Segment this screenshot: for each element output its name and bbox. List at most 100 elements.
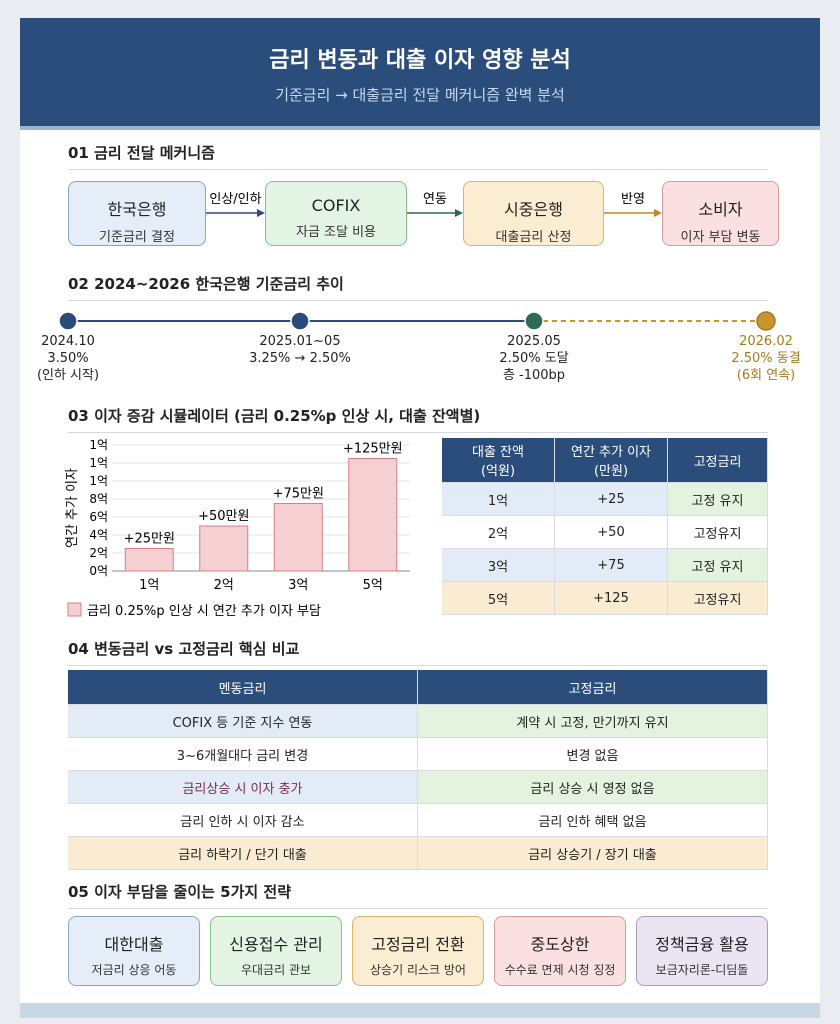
- y-tick-label: 1억: [89, 474, 108, 488]
- value-label: +50만원: [198, 509, 249, 524]
- table-header: 고정금리: [668, 438, 768, 483]
- subtitle: 기준금리 → 대출금리 전달 메커니즘 완벽 분석: [275, 86, 565, 104]
- timeline-label: 2026.02: [739, 334, 793, 349]
- node-label: COFIX: [311, 196, 361, 215]
- x-tick-label: 2억: [214, 578, 234, 593]
- table-cell: 고정 유지: [668, 483, 768, 516]
- strategy-card: 대한대출 저금리 상응 어동: [68, 916, 200, 986]
- table-cell: 3억: [442, 549, 555, 582]
- node-sub: 이자 부담 변동: [680, 230, 761, 245]
- y-tick-label: 6억: [89, 510, 108, 524]
- bar: [348, 458, 398, 572]
- header-text: (억원): [480, 464, 516, 479]
- flow-node: COFIX 자금 조달 비용: [265, 181, 407, 246]
- table-cell: 고정 유지: [668, 549, 768, 582]
- table-cell: 금리 하락기 / 단기 대출: [68, 837, 418, 870]
- section-title: 05 이자 부담을 줄이는 5가지 전략: [68, 881, 768, 909]
- table-cell: 금리 인하 시 이자 감소: [68, 804, 418, 837]
- edge-label: 인상/인하: [209, 192, 261, 207]
- card-label: 신용접수 관리: [229, 935, 323, 954]
- node-label: 소비자: [698, 200, 743, 219]
- card-sub: 우대금리 관보: [240, 963, 312, 977]
- node-sub: 자금 조달 비용: [295, 225, 377, 240]
- node-sub: 대출금리 산정: [495, 230, 572, 245]
- edge-label: 반영: [621, 192, 645, 207]
- table-header: 고정금리: [418, 670, 768, 705]
- timeline-dot: [58, 311, 78, 331]
- table-cell: 금리상승 시 이자 충가: [68, 771, 418, 804]
- value-label: +75만원: [273, 487, 324, 502]
- table-cell: +125: [555, 582, 668, 615]
- table-cell: COFIX 등 기준 지수 연동: [68, 705, 418, 738]
- card-label: 정책금융 활용: [655, 935, 749, 954]
- timeline-label: 층 -100bp: [503, 368, 565, 383]
- table-header: 대출 잔액 (억원): [442, 438, 555, 483]
- timeline-dot: [290, 311, 310, 331]
- y-tick-label: 8억: [89, 492, 108, 506]
- table-cell: 2억: [442, 516, 555, 549]
- y-tick-label: 4억: [89, 528, 108, 542]
- table-cell: 1억: [442, 483, 555, 516]
- node-sub: 기준금리 결정: [99, 230, 175, 245]
- title: 금리 변동과 대출 이자 영향 분석: [269, 48, 571, 73]
- x-tick-label: 5억: [363, 578, 383, 593]
- y-tick-label: 2억: [89, 546, 108, 560]
- legend-label: 금리 0.25%p 인상 시 연간 추가 이자 부담: [87, 604, 321, 619]
- table-cell: +25: [555, 483, 668, 516]
- card-sub: 수수료 면제 시청 징정: [504, 963, 616, 977]
- table-cell: +75: [555, 549, 668, 582]
- x-tick-label: 1억: [139, 578, 159, 593]
- table-cell: 계약 시 고정, 만기까지 유지: [418, 705, 768, 738]
- bar: [124, 548, 174, 572]
- card-sub: 상승기 리스크 방어: [370, 963, 466, 977]
- timeline-label: 3.25% → 2.50%: [249, 351, 351, 366]
- header-text: 대출 잔액: [472, 445, 524, 460]
- y-tick-label: 0억: [89, 564, 108, 578]
- table-cell: 3~6개월대다 금리 변경: [68, 738, 418, 771]
- timeline-label: 2025.05: [507, 334, 561, 349]
- table-cell: 고정유지: [668, 582, 768, 615]
- timeline-dot: [524, 311, 544, 331]
- table-cell: 금리 상승기 / 장기 대출: [418, 837, 768, 870]
- table-cell: 변경 없음: [418, 738, 768, 771]
- timeline-label: 2025.01~05: [259, 334, 340, 349]
- timeline-label: (인하 시작): [37, 368, 99, 383]
- y-axis-label: 연간 추가 이자: [65, 468, 80, 548]
- arrow-head: [455, 209, 463, 217]
- x-tick-label: 3억: [288, 578, 308, 593]
- y-tick-label: 1억: [89, 456, 108, 470]
- table-cell: 5억: [442, 582, 555, 615]
- arrow-head: [257, 209, 265, 217]
- value-label: +25만원: [124, 532, 175, 547]
- header-text: 연간 추가 이자: [570, 445, 652, 460]
- node-label: 시중은행: [504, 200, 563, 219]
- y-tick-label: 1억: [89, 438, 108, 452]
- footer-strip: [20, 1003, 820, 1018]
- table-header: 멘동금리: [68, 670, 418, 705]
- header: 금리 변동과 대출 이자 영향 분석 기준금리 → 대출금리 전달 메커니즘 완…: [20, 18, 820, 130]
- card-sub: 보금자리론-디딤돌: [655, 963, 749, 977]
- value-label: +125만원: [343, 442, 403, 457]
- card-sub: 저금리 상응 어동: [91, 963, 177, 977]
- timeline-label: 2.50% 도달: [499, 351, 568, 366]
- timeline-label: 2.50% 동결: [731, 351, 800, 366]
- card-label: 고정금리 전환: [371, 935, 465, 954]
- card-label: 중도상한: [530, 935, 590, 954]
- node-label: 한국은행: [107, 200, 167, 219]
- section-title: 04 변동금리 vs 고정금리 핵심 비교: [68, 638, 768, 666]
- arrow-head: [654, 209, 662, 217]
- page: 금리 변동과 대출 이자 영향 분석 기준금리 → 대출금리 전달 메커니즘 완…: [20, 18, 820, 1018]
- header-text: 고정금리: [693, 454, 742, 470]
- timeline-dot: [756, 311, 776, 331]
- section-title: 03 이자 증감 시뮬레이터 (금리 0.25%p 인상 시, 대출 잔액별): [68, 405, 768, 433]
- bar: [273, 503, 323, 572]
- timeline-label: 2024.10: [41, 334, 95, 349]
- graphics: 인상/인하 연동 반영 2024.10 3.50% (인하 시작) 2025.01~05 3.…: [37, 192, 801, 619]
